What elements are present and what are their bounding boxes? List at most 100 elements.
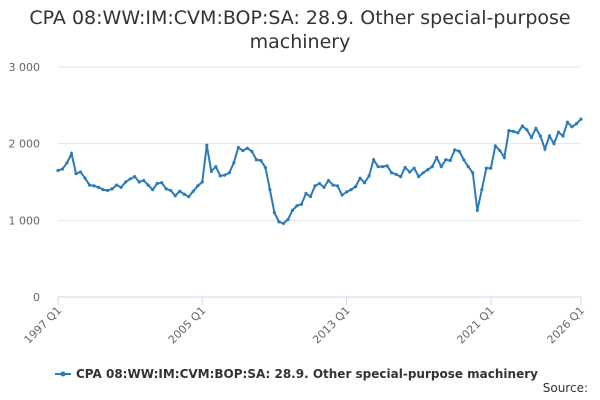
x-tick-label: 2005 Q1: [166, 304, 209, 347]
point: [178, 189, 182, 193]
point: [236, 145, 240, 150]
point: [390, 171, 394, 175]
y-tick-label: 2 000: [9, 138, 41, 151]
point: [173, 194, 177, 198]
point: [254, 158, 258, 162]
point: [489, 166, 493, 170]
point: [516, 131, 520, 135]
point: [417, 175, 421, 179]
point: [349, 188, 353, 192]
point: [335, 184, 340, 188]
point: [507, 129, 511, 133]
point: [196, 184, 200, 188]
point: [525, 128, 529, 132]
point: [227, 171, 231, 175]
point: [272, 211, 277, 215]
point: [444, 158, 448, 162]
point: [547, 134, 552, 138]
x-tick-label: 2026 Q1: [545, 304, 588, 347]
point: [322, 185, 326, 189]
y-tick-label: 3 000: [9, 61, 41, 74]
point: [520, 124, 524, 128]
point: [376, 165, 380, 169]
point: [110, 187, 114, 191]
point: [119, 185, 123, 189]
point: [457, 149, 461, 153]
point: [439, 165, 443, 169]
point: [385, 164, 389, 168]
point: [471, 171, 475, 175]
point: [290, 208, 295, 212]
point: [101, 188, 105, 192]
point: [552, 142, 556, 146]
point: [155, 181, 159, 186]
x-tick-label: 2021 Q1: [454, 304, 497, 347]
point: [475, 208, 479, 212]
point: [362, 181, 367, 185]
legend-marker: [60, 371, 66, 377]
x-tick-label: 1997 Q1: [22, 304, 65, 347]
point: [223, 173, 227, 177]
point: [164, 187, 168, 191]
point: [403, 165, 407, 170]
point: [543, 147, 547, 151]
point: [317, 181, 322, 186]
point: [394, 172, 398, 176]
point: [448, 158, 452, 163]
point: [142, 178, 146, 183]
point: [466, 165, 470, 169]
point: [304, 191, 308, 196]
point: [579, 117, 583, 121]
point: [96, 185, 101, 189]
point: [124, 180, 128, 184]
chart-title: CPA 08:WW:IM:CVM:BOP:SA: 28.9. Other spe…: [29, 7, 571, 53]
point: [137, 180, 141, 184]
point: [115, 183, 119, 187]
point: [308, 194, 313, 199]
point: [209, 169, 213, 173]
point: [191, 189, 195, 193]
point: [435, 155, 439, 160]
legend-label: CPA 08:WW:IM:CVM:BOP:SA: 28.9. Other spe…: [76, 367, 538, 381]
point: [281, 221, 286, 225]
point: [326, 178, 331, 183]
point: [299, 202, 304, 206]
point: [381, 165, 385, 169]
point: [187, 194, 191, 199]
point: [69, 152, 74, 156]
point: [263, 165, 267, 170]
point: [182, 192, 186, 196]
point: [56, 168, 60, 173]
point: [232, 161, 236, 165]
point: [538, 134, 543, 138]
point: [493, 144, 497, 148]
point: [128, 177, 132, 181]
point: [340, 193, 344, 197]
point: [408, 170, 412, 174]
point: [313, 184, 317, 188]
point: [421, 171, 425, 175]
point: [344, 190, 349, 194]
point: [331, 183, 335, 187]
point: [65, 161, 69, 165]
point: [534, 126, 538, 130]
point: [60, 167, 65, 171]
point: [561, 134, 565, 138]
point: [87, 183, 92, 187]
point: [484, 166, 488, 170]
point: [214, 165, 218, 169]
point: [480, 188, 484, 192]
point: [245, 146, 249, 150]
point: [78, 170, 83, 174]
x-tick-label: 2013 Q1: [310, 304, 353, 347]
source: Source:: [543, 381, 588, 395]
y-tick-label: 1 000: [9, 214, 41, 227]
point: [412, 166, 416, 170]
point: [426, 168, 430, 172]
point: [241, 148, 245, 153]
point: [353, 185, 358, 189]
point: [160, 181, 164, 185]
point: [74, 171, 78, 176]
point: [286, 217, 290, 222]
